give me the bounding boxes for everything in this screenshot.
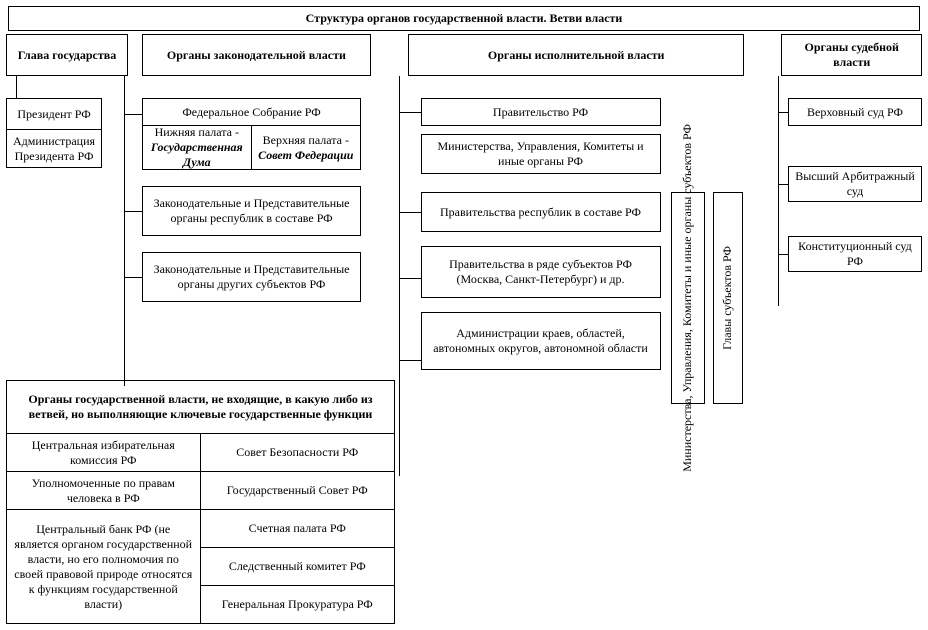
- main-row: Президент РФ Администрация Президента РФ…: [6, 76, 922, 404]
- other-left-0: Центральная избирательная комиссия РФ: [6, 434, 201, 472]
- header-judicial: Органы судебной власти: [781, 34, 922, 76]
- box-government: Правительство РФ: [421, 98, 661, 126]
- other-right-2: Счетная палата РФ: [201, 510, 396, 548]
- box-side-heads: Главы субъектов РФ: [713, 192, 743, 404]
- headers-row: Глава государства Органы законодательной…: [6, 34, 922, 76]
- other-left-1: Уполномоченные по правам человека в РФ: [6, 472, 201, 510]
- other-header: Органы государственной власти, не входящ…: [6, 380, 395, 434]
- header-head-of-state: Глава государства: [6, 34, 128, 76]
- box-president: Президент РФ: [6, 98, 102, 130]
- other-left-2: Центральный банк РФ (не является органом…: [6, 510, 201, 624]
- other-right-4: Генеральная Прокуратура РФ: [201, 586, 396, 624]
- col-legislative: Федеральное Собрание РФ Нижняя палата - …: [116, 76, 361, 302]
- header-legislative: Органы законодательной власти: [142, 34, 371, 76]
- box-administration: Администрация Президента РФ: [6, 130, 102, 168]
- col-executive: Правительство РФ Министерства, Управлени…: [391, 76, 743, 404]
- box-ministries: Министерства, Управления, Комитеты и ины…: [421, 134, 661, 174]
- side-ministries-text: Министерства, Управления, Комитеты и ины…: [680, 124, 695, 472]
- box-admins: Администрации краев, областей, автономны…: [421, 312, 661, 370]
- box-leg-regional2: Законодательные и Представительные орган…: [142, 252, 361, 302]
- upper-plain: Верхняя палата -: [263, 133, 349, 148]
- lower-plain: Нижняя палата -: [155, 125, 239, 140]
- box-federal-assembly: Федеральное Собрание РФ: [142, 98, 361, 126]
- other-right-0: Совет Безопасности РФ: [201, 434, 396, 472]
- box-upper-chamber: Верхняя палата - Совет Федерации: [252, 126, 362, 170]
- other-right-3: Следственный комитет РФ: [201, 548, 396, 586]
- other-right-1: Государственный Совет РФ: [201, 472, 396, 510]
- other-block: Органы государственной власти, не входящ…: [6, 380, 395, 624]
- box-lower-chamber: Нижняя палата - Государственная Дума: [142, 126, 252, 170]
- side-heads-text: Главы субъектов РФ: [720, 246, 735, 350]
- col-judicial: Верховный суд РФ Высший Арбитражный суд …: [772, 76, 922, 272]
- box-arbitration-court: Высший Арбитражный суд: [788, 166, 922, 202]
- box-constitutional-court: Конституционный суд РФ: [788, 236, 922, 272]
- box-leg-regional1: Законодательные и Представительные орган…: [142, 186, 361, 236]
- col-head-of-state: Президент РФ Администрация Президента РФ: [6, 76, 102, 168]
- box-republic-gov: Правительства республик в составе РФ: [421, 192, 661, 232]
- box-subject-gov: Правительства в ряде субъектов РФ (Москв…: [421, 246, 661, 298]
- box-supreme-court: Верховный суд РФ: [788, 98, 922, 126]
- fed-assembly-group: Федеральное Собрание РФ Нижняя палата - …: [116, 98, 361, 170]
- leg-regional2-row: Законодательные и Представительные орган…: [116, 252, 361, 302]
- box-side-ministries: Министерства, Управления, Комитеты и ины…: [671, 192, 705, 404]
- leg-regional1-row: Законодательные и Представительные орган…: [116, 186, 361, 236]
- lower-em: Государственная Дума: [149, 140, 245, 170]
- header-executive: Органы исполнительной власти: [408, 34, 744, 76]
- diagram-title: Структура органов государственной власти…: [8, 6, 920, 31]
- upper-em: Совет Федерации: [258, 148, 353, 163]
- exec-lower-cluster: Правительства республик в составе РФ Пра…: [391, 192, 743, 404]
